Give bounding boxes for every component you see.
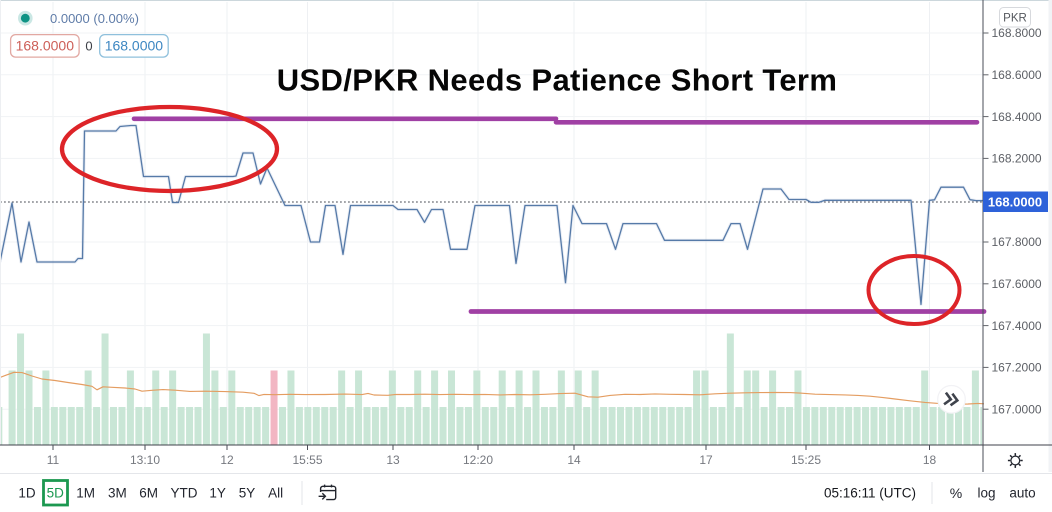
svg-text:0: 0 (85, 39, 92, 54)
svg-text:%: % (950, 485, 962, 501)
svg-text:17: 17 (699, 453, 713, 467)
svg-text:1D: 1D (18, 486, 36, 501)
svg-text:15:55: 15:55 (292, 453, 322, 467)
svg-text:167.4000: 167.4000 (992, 319, 1042, 333)
svg-text:5Y: 5Y (239, 486, 256, 501)
svg-text:12: 12 (220, 453, 234, 467)
svg-text:168.8000: 168.8000 (992, 26, 1042, 40)
svg-text:All: All (268, 486, 283, 501)
svg-text:167.6000: 167.6000 (992, 277, 1042, 291)
svg-text:05:16:11 (UTC): 05:16:11 (UTC) (824, 486, 916, 501)
svg-text:1Y: 1Y (209, 486, 226, 501)
svg-text:18: 18 (923, 453, 937, 467)
svg-text:6M: 6M (139, 486, 158, 501)
svg-text:168.4000: 168.4000 (992, 110, 1042, 124)
svg-text:167.2000: 167.2000 (992, 361, 1042, 375)
svg-text:14: 14 (567, 453, 581, 467)
svg-text:auto: auto (1009, 486, 1035, 501)
svg-text:15:25: 15:25 (791, 453, 821, 467)
svg-text:168.0000: 168.0000 (16, 38, 75, 54)
svg-text:5D: 5D (47, 486, 65, 501)
svg-text:167.0000: 167.0000 (992, 402, 1042, 416)
svg-text:12:20: 12:20 (463, 453, 493, 467)
svg-text:168.2000: 168.2000 (992, 152, 1042, 166)
svg-text:1M: 1M (76, 486, 95, 501)
svg-text:13:10: 13:10 (130, 453, 160, 467)
svg-text:USD/PKR Needs Patience Short T: USD/PKR Needs Patience Short Term (277, 63, 838, 98)
svg-text:13: 13 (386, 453, 400, 467)
svg-text:168.0000: 168.0000 (988, 195, 1042, 210)
svg-text:11: 11 (47, 453, 60, 467)
svg-text:168.6000: 168.6000 (992, 68, 1042, 82)
svg-text:168.0000: 168.0000 (105, 38, 164, 54)
svg-text:3M: 3M (108, 486, 127, 501)
svg-text:PKR: PKR (1003, 13, 1027, 25)
svg-text:YTD: YTD (171, 486, 198, 501)
svg-text:log: log (977, 486, 995, 501)
svg-text:0.0000 (0.00%): 0.0000 (0.00%) (50, 11, 139, 26)
svg-text:167.8000: 167.8000 (992, 235, 1042, 249)
